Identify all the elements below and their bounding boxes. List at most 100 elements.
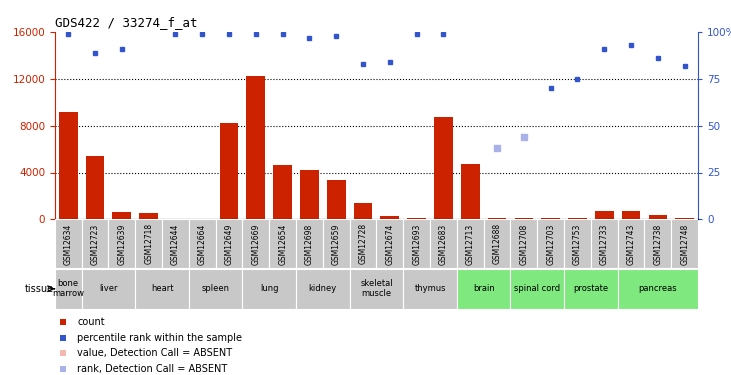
Text: lung: lung: [260, 284, 279, 293]
Text: GSM12644: GSM12644: [171, 223, 180, 265]
Text: brain: brain: [473, 284, 495, 293]
Bar: [595, 211, 613, 219]
FancyBboxPatch shape: [296, 219, 323, 268]
FancyBboxPatch shape: [162, 219, 189, 268]
FancyBboxPatch shape: [82, 219, 108, 268]
Bar: [675, 217, 694, 219]
Text: tissue: tissue: [25, 284, 54, 294]
Text: GSM12733: GSM12733: [600, 223, 609, 265]
FancyBboxPatch shape: [618, 219, 645, 268]
Text: liver: liver: [99, 284, 118, 293]
FancyBboxPatch shape: [243, 269, 296, 309]
FancyBboxPatch shape: [564, 219, 591, 268]
FancyBboxPatch shape: [349, 219, 376, 268]
FancyBboxPatch shape: [243, 219, 269, 268]
Text: rank, Detection Call = ABSENT: rank, Detection Call = ABSENT: [77, 364, 227, 374]
Text: spleen: spleen: [202, 284, 230, 293]
Bar: [407, 217, 426, 219]
Bar: [568, 218, 587, 219]
Text: GSM12698: GSM12698: [305, 223, 314, 264]
Text: GSM12718: GSM12718: [144, 223, 153, 264]
Text: bone
marrow: bone marrow: [52, 279, 84, 298]
FancyBboxPatch shape: [457, 219, 484, 268]
FancyBboxPatch shape: [189, 269, 243, 309]
FancyBboxPatch shape: [618, 269, 698, 309]
Text: kidney: kidney: [308, 284, 337, 293]
Bar: [219, 123, 238, 219]
FancyBboxPatch shape: [108, 219, 135, 268]
Text: GSM12703: GSM12703: [546, 223, 555, 265]
Text: GSM12669: GSM12669: [251, 223, 260, 265]
Text: percentile rank within the sample: percentile rank within the sample: [77, 333, 243, 343]
Bar: [515, 218, 533, 219]
Text: GSM12738: GSM12738: [654, 223, 662, 264]
FancyBboxPatch shape: [404, 269, 457, 309]
Text: GSM12693: GSM12693: [412, 223, 421, 265]
Text: count: count: [77, 317, 105, 327]
Bar: [58, 112, 77, 219]
FancyBboxPatch shape: [55, 219, 82, 268]
FancyBboxPatch shape: [645, 219, 671, 268]
Bar: [434, 117, 452, 219]
FancyBboxPatch shape: [269, 219, 296, 268]
FancyBboxPatch shape: [135, 219, 162, 268]
Text: GSM12654: GSM12654: [279, 223, 287, 265]
Bar: [113, 212, 132, 219]
Text: GSM12708: GSM12708: [520, 223, 529, 264]
FancyBboxPatch shape: [82, 269, 135, 309]
Text: GDS422 / 33274_f_at: GDS422 / 33274_f_at: [55, 16, 197, 29]
Bar: [380, 216, 399, 219]
FancyBboxPatch shape: [376, 219, 404, 268]
FancyBboxPatch shape: [537, 219, 564, 268]
Bar: [86, 156, 105, 219]
Text: GSM12659: GSM12659: [332, 223, 341, 265]
FancyBboxPatch shape: [404, 219, 430, 268]
Bar: [461, 164, 480, 219]
Bar: [621, 211, 640, 219]
Bar: [648, 214, 667, 219]
Text: GSM12743: GSM12743: [626, 223, 635, 265]
FancyBboxPatch shape: [216, 219, 243, 268]
Text: thymus: thymus: [414, 284, 446, 293]
Bar: [300, 170, 319, 219]
Text: GSM12649: GSM12649: [224, 223, 233, 265]
FancyBboxPatch shape: [457, 269, 510, 309]
Text: prostate: prostate: [573, 284, 608, 293]
Text: GSM12753: GSM12753: [573, 223, 582, 265]
FancyBboxPatch shape: [510, 269, 564, 309]
FancyBboxPatch shape: [484, 219, 510, 268]
FancyBboxPatch shape: [55, 269, 82, 309]
Text: GSM12683: GSM12683: [439, 223, 448, 264]
FancyBboxPatch shape: [135, 269, 189, 309]
Text: GSM12634: GSM12634: [64, 223, 72, 265]
Text: GSM12748: GSM12748: [681, 223, 689, 264]
Text: heart: heart: [151, 284, 173, 293]
Text: GSM12713: GSM12713: [466, 223, 474, 264]
FancyBboxPatch shape: [296, 269, 349, 309]
Bar: [273, 165, 292, 219]
Text: GSM12664: GSM12664: [198, 223, 207, 265]
Text: GSM12723: GSM12723: [91, 223, 99, 264]
Bar: [139, 213, 158, 219]
FancyBboxPatch shape: [189, 219, 216, 268]
Text: GSM12674: GSM12674: [385, 223, 394, 265]
FancyBboxPatch shape: [564, 269, 618, 309]
Text: skeletal
muscle: skeletal muscle: [360, 279, 393, 298]
FancyBboxPatch shape: [349, 269, 404, 309]
Bar: [488, 218, 507, 219]
Text: GSM12639: GSM12639: [118, 223, 126, 265]
Bar: [327, 180, 346, 219]
Text: GSM12688: GSM12688: [493, 223, 501, 264]
Bar: [354, 203, 372, 219]
Text: value, Detection Call = ABSENT: value, Detection Call = ABSENT: [77, 348, 232, 358]
FancyBboxPatch shape: [591, 219, 618, 268]
FancyBboxPatch shape: [323, 219, 349, 268]
FancyBboxPatch shape: [671, 219, 698, 268]
Text: pancreas: pancreas: [639, 284, 677, 293]
Text: spinal cord: spinal cord: [514, 284, 561, 293]
Bar: [541, 218, 560, 219]
Bar: [246, 76, 265, 219]
FancyBboxPatch shape: [430, 219, 457, 268]
Text: GSM12728: GSM12728: [359, 223, 368, 264]
FancyBboxPatch shape: [510, 219, 537, 268]
